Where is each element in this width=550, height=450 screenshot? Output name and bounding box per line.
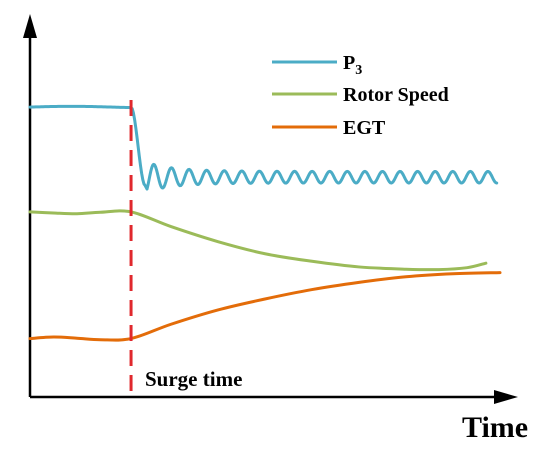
x-axis-arrowhead xyxy=(494,390,518,404)
surge-annotation: Surge time xyxy=(129,100,242,393)
legend-label-p3-subscript: 3 xyxy=(355,63,362,78)
legend-label-p3: P3 xyxy=(343,52,362,78)
series-lines xyxy=(28,104,502,342)
legend-label-egt: EGT xyxy=(343,117,386,139)
legend: P3 Rotor Speed EGT xyxy=(272,52,449,139)
series-line-p3 xyxy=(28,104,499,191)
series-line-rotor-speed xyxy=(28,209,488,272)
surge-time-label: Surge time xyxy=(145,367,242,391)
legend-label-p3-main: P xyxy=(343,52,355,74)
series-line-egt xyxy=(28,271,502,342)
y-axis-arrowhead xyxy=(23,14,37,38)
x-axis-label: Time xyxy=(462,411,528,444)
axes xyxy=(23,14,518,404)
legend-label-rotor-speed: Rotor Speed xyxy=(343,84,449,106)
